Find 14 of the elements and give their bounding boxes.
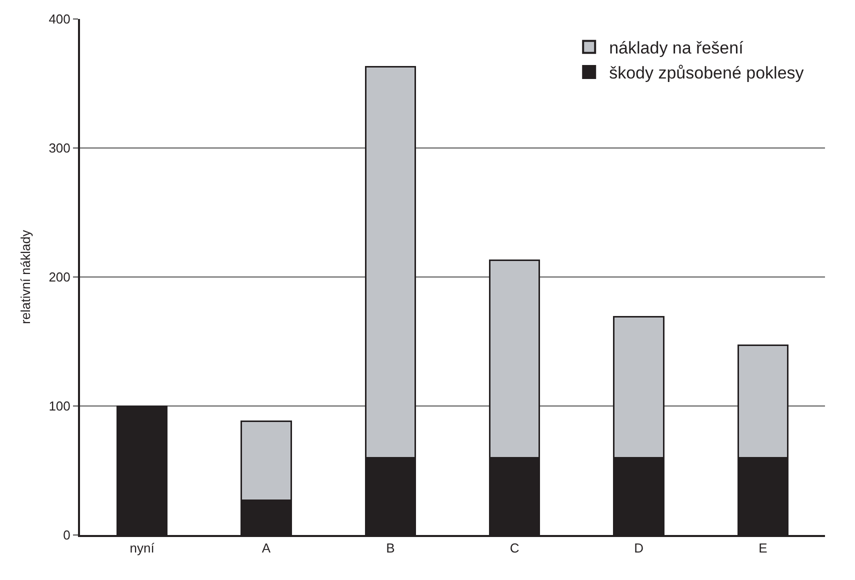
- y-tick-label: 200: [48, 270, 70, 285]
- y-tick-label: 0: [63, 528, 70, 543]
- y-tick-label: 300: [48, 140, 70, 156]
- x-tick-label: C: [510, 540, 520, 556]
- legend-label: náklady na řešení: [609, 38, 744, 58]
- x-tick-label: D: [634, 540, 644, 556]
- legend-label: škody způsobené poklesy: [609, 64, 804, 83]
- x-tick-label: B: [386, 540, 395, 556]
- x-tick-label: nyní: [130, 540, 155, 556]
- y-tick-label: 400: [48, 12, 70, 27]
- x-tick-label: E: [758, 540, 768, 556]
- y-axis-title: relativní náklady: [18, 230, 34, 324]
- y-tick-label: 100: [48, 398, 70, 414]
- x-tick-label: A: [262, 540, 271, 556]
